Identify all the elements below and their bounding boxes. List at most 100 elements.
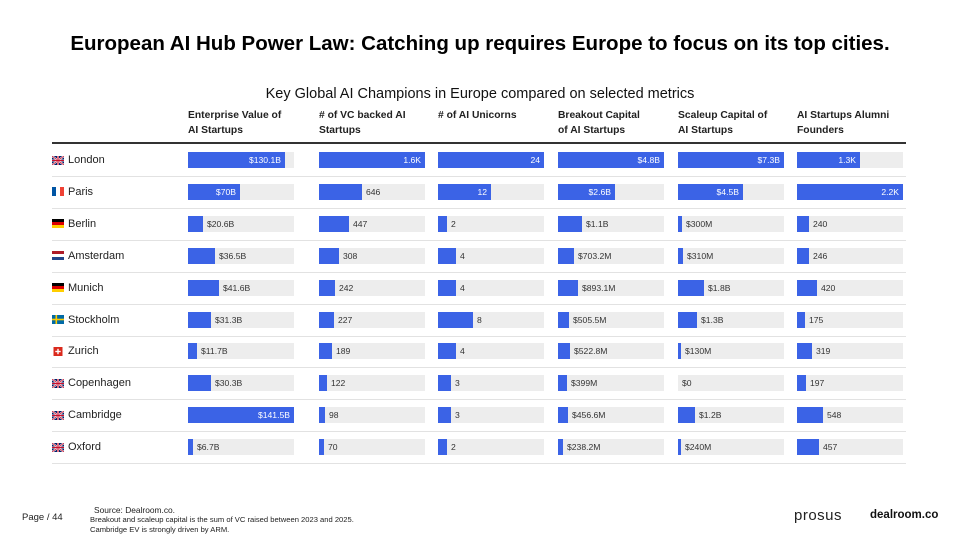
bar-track: 420 xyxy=(797,279,903,296)
de-flag-icon xyxy=(52,219,64,229)
bar-track: 447 xyxy=(319,215,425,232)
bar-track: $20.6B xyxy=(188,215,294,232)
bar-track: 242 xyxy=(319,279,425,296)
bar-track: $7.3B xyxy=(678,152,784,168)
bar-track: 197 xyxy=(797,375,903,392)
data-label: $4.5B xyxy=(716,186,739,197)
bar xyxy=(319,247,339,264)
bar-track: 548 xyxy=(797,407,903,424)
bar-track: 240 xyxy=(797,215,903,232)
city-name: Cambridge xyxy=(68,409,122,422)
data-label: $4.8B xyxy=(637,155,660,165)
bar-track: 1.6K xyxy=(319,152,425,168)
se-flag-icon xyxy=(52,315,64,324)
bar xyxy=(188,215,203,232)
ch-flag-icon xyxy=(53,346,63,356)
bar xyxy=(438,407,451,424)
bar-track: $36.5B xyxy=(188,247,294,264)
city-name: Paris xyxy=(68,185,94,198)
data-label: 242 xyxy=(339,282,354,293)
bar xyxy=(438,375,451,392)
bar xyxy=(678,152,784,168)
page-title: European AI Hub Power Law: Catching up r… xyxy=(70,32,890,55)
bar-track: $703.2M xyxy=(558,247,664,264)
bar-track: $130.1B xyxy=(188,152,294,168)
page-number: Page / 44 xyxy=(22,512,63,523)
bar xyxy=(678,247,683,264)
note-capital: Breakout and scaleup capital is the sum … xyxy=(90,515,354,524)
city-name: London xyxy=(68,154,105,166)
bar xyxy=(797,343,812,360)
data-label: $70B xyxy=(215,186,236,197)
bar xyxy=(797,375,806,392)
bar xyxy=(678,439,681,456)
city-name: Stockholm xyxy=(68,313,120,326)
bar xyxy=(188,279,219,296)
bar xyxy=(558,247,574,264)
data-label: 2.2K xyxy=(881,186,899,197)
city-name: Amsterdam xyxy=(68,249,125,262)
data-label: 308 xyxy=(343,250,358,261)
city-name: Berlin xyxy=(68,217,97,230)
bar xyxy=(438,343,456,360)
bar xyxy=(678,183,743,200)
data-label: $31.3B xyxy=(215,314,243,325)
data-label: 1.3K xyxy=(838,155,856,165)
bar-track: $6.7B xyxy=(188,439,294,456)
bar xyxy=(188,439,193,456)
bar xyxy=(188,311,211,328)
bar-track: 122 xyxy=(319,375,425,392)
data-label: $238.2M xyxy=(567,442,601,453)
bar-track: $4.8B xyxy=(558,152,664,168)
bar xyxy=(678,215,682,232)
bar xyxy=(797,152,860,168)
data-label: $1.1B xyxy=(586,218,609,229)
bar xyxy=(558,215,582,232)
data-label: $11.7B xyxy=(201,346,228,357)
bar-track: $893.1M xyxy=(558,279,664,296)
city-name: Copenhagen xyxy=(68,377,132,390)
bar-track: 319 xyxy=(797,343,903,360)
data-label: $30.3B xyxy=(215,378,243,389)
bar-track: 70 xyxy=(319,439,425,456)
bar xyxy=(797,407,823,424)
uk-flag-icon xyxy=(52,410,64,420)
bar xyxy=(319,279,335,296)
bar-track: 8 xyxy=(438,311,544,328)
bar-track: $1.2B xyxy=(678,407,784,424)
prosus-logo: prosus xyxy=(794,507,843,524)
bar xyxy=(797,183,903,200)
bar-track: $4.5B xyxy=(678,183,784,200)
data-label: 12 xyxy=(477,186,487,197)
data-label: $141.5B xyxy=(257,410,290,421)
bar xyxy=(319,407,325,424)
bar xyxy=(188,152,285,168)
bar xyxy=(188,183,240,200)
row-divider xyxy=(52,239,906,241)
data-label: 122 xyxy=(331,378,346,389)
source-notes: Source: Dealroom.co. Breakout and scaleu… xyxy=(90,505,490,535)
bar-track: $70B xyxy=(188,183,294,200)
bar xyxy=(438,279,456,296)
column-header: Enterprise Value of AI Startups xyxy=(188,110,282,136)
row-divider xyxy=(52,207,906,209)
bar-track: 3 xyxy=(438,375,544,392)
bar xyxy=(438,215,447,232)
data-label: 70 xyxy=(328,442,338,453)
city-name: Oxford xyxy=(68,441,102,454)
data-label: 319 xyxy=(816,346,831,357)
data-label: 420 xyxy=(821,282,836,293)
bar-track: 246 xyxy=(797,247,903,264)
fr-flag-icon xyxy=(52,187,64,197)
data-label: $1.3B xyxy=(701,314,724,325)
bar-track: $30.3B xyxy=(188,375,294,392)
data-label: $7.3B xyxy=(757,155,780,165)
source-text: Source: Dealroom.co. xyxy=(94,505,175,515)
data-label: $130.1B xyxy=(248,155,281,165)
row-divider xyxy=(52,463,906,465)
bar xyxy=(438,311,473,328)
bar xyxy=(797,279,817,296)
city-label: Zurich xyxy=(52,343,99,359)
bar xyxy=(558,183,615,200)
city-label: Paris xyxy=(52,184,93,200)
